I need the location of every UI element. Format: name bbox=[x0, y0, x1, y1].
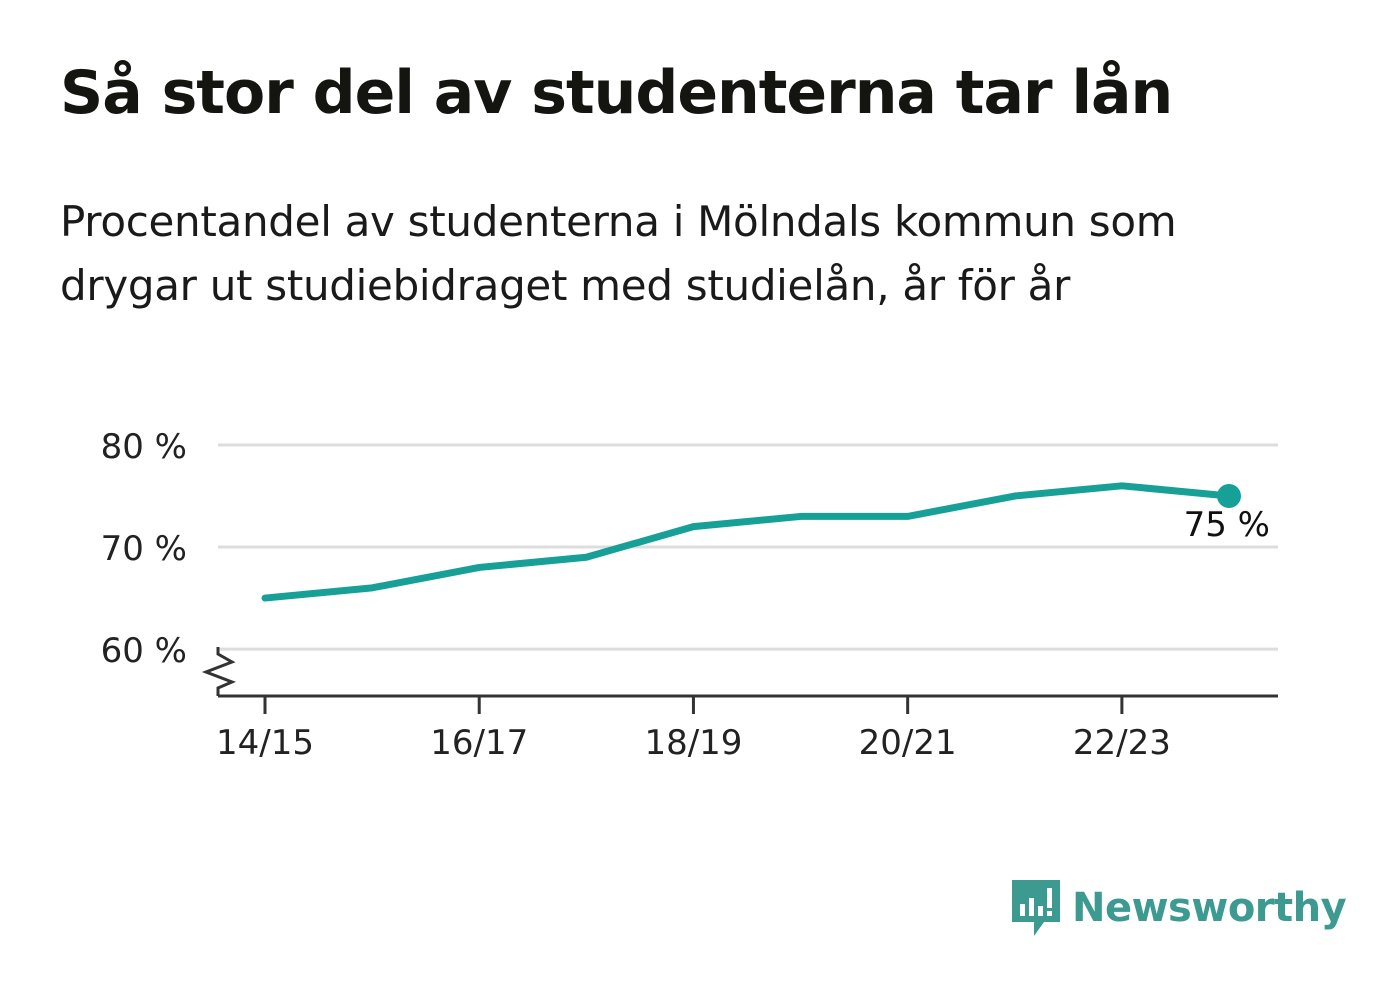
last-point-marker bbox=[1217, 484, 1241, 509]
x-tick-label: 22/23 bbox=[1073, 723, 1171, 763]
newsworthy-logo-icon bbox=[1012, 880, 1060, 936]
x-tick-label: 20/21 bbox=[859, 723, 957, 763]
brand: Newsworthy bbox=[1010, 878, 1347, 938]
x-axis bbox=[201, 647, 1278, 714]
chart-title: Så stor del av studenterna tar lån bbox=[60, 58, 1173, 128]
axis-break-icon bbox=[201, 647, 236, 696]
y-tick-label: 80 % bbox=[101, 427, 187, 467]
x-tick-label: 18/19 bbox=[644, 723, 742, 763]
chart-subtitle: Procentandel av studenterna i Mölndals k… bbox=[60, 197, 1177, 310]
y-tick-label: 60 % bbox=[101, 631, 187, 671]
series-layer bbox=[261, 482, 1241, 602]
labels: 60 % 70 % 80 % 14/15 16/17 18/19 20/21 22/23 75 … bbox=[101, 427, 1270, 763]
last-value-label: 75 % bbox=[1184, 505, 1270, 545]
x-tick-label: 16/17 bbox=[430, 723, 528, 763]
y-tick-label: 70 % bbox=[101, 529, 187, 569]
x-tick-label: 14/15 bbox=[216, 723, 314, 763]
brand-name: Newsworthy bbox=[1072, 885, 1347, 931]
gridlines bbox=[218, 443, 1278, 651]
series-line bbox=[261, 482, 1233, 602]
